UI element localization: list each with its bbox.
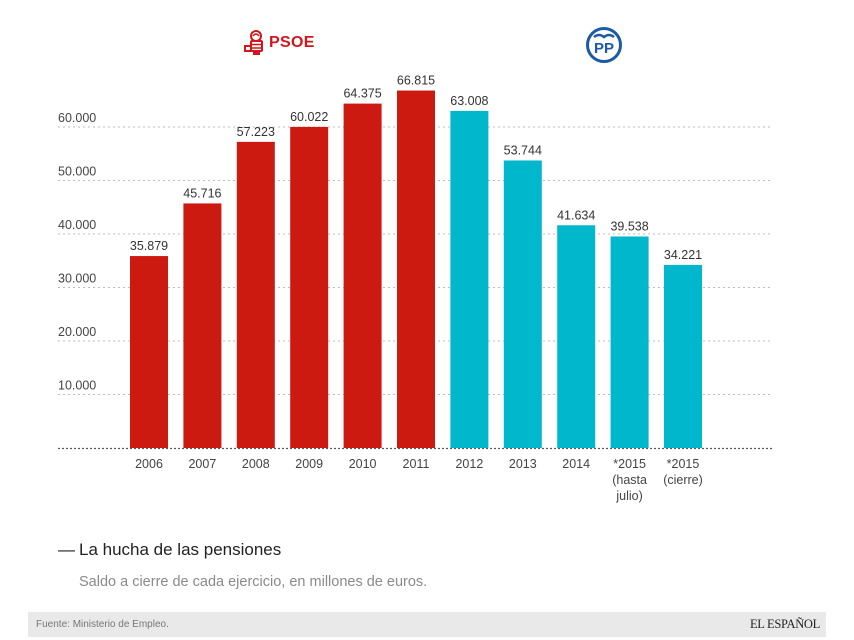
value-label: 63.008 bbox=[450, 94, 488, 108]
psoe-label: PSOE bbox=[269, 34, 315, 51]
value-label: 39.538 bbox=[610, 219, 648, 233]
x-tick-label-line: 2007 bbox=[188, 457, 216, 471]
labels: 10.000 20.000 30.000 40.000 50.000 60.000 35.8… bbox=[58, 74, 703, 503]
value-label: 34.221 bbox=[664, 248, 702, 262]
bar-2007 bbox=[183, 203, 222, 448]
x-tick-label-line: 2011 bbox=[403, 457, 430, 471]
bars bbox=[130, 90, 702, 449]
x-tick-label-line: *2015 bbox=[613, 457, 646, 471]
pp-logo: PP bbox=[585, 26, 623, 69]
x-tick-label: 2008 bbox=[242, 457, 270, 471]
psoe-logo: PSOE bbox=[243, 30, 315, 56]
x-tick-label-line: (cierre) bbox=[663, 473, 703, 487]
bar-chart: 10.000 20.000 30.000 40.000 50.000 60.000 35.8… bbox=[58, 74, 772, 503]
bar-2015-hasta-julio bbox=[610, 236, 649, 448]
chart-subtitle: Saldo a cierre de cada ejercicio, en mil… bbox=[79, 574, 428, 590]
x-tick-label: *2015 (hasta julio) bbox=[612, 457, 647, 503]
bar-2011 bbox=[397, 90, 435, 449]
y-tick-label: 10.000 bbox=[58, 379, 96, 393]
chart-title-text: La hucha de las pensiones bbox=[79, 540, 282, 559]
x-tick-label: 2013 bbox=[509, 457, 537, 471]
x-tick-label-line: 2009 bbox=[295, 457, 323, 471]
x-tick-label-line: 2010 bbox=[349, 457, 377, 471]
value-label: 35.879 bbox=[130, 239, 168, 253]
footer-bar: Fuente: Ministerio de Empleo. EL ESPAÑOL bbox=[28, 612, 826, 637]
pp-seagull-icon: PP bbox=[586, 27, 622, 63]
x-tick-label-line: 2012 bbox=[455, 457, 483, 471]
value-label: 64.375 bbox=[343, 87, 381, 101]
rose-fist-icon bbox=[244, 30, 263, 55]
brand-logo: EL ESPAÑOL bbox=[749, 617, 820, 631]
value-label: 60.022 bbox=[290, 110, 328, 124]
y-tick-label: 20.000 bbox=[58, 325, 96, 339]
pp-monogram: PP bbox=[594, 40, 614, 57]
x-tick-label: *2015 (cierre) bbox=[663, 457, 703, 487]
bar-2012 bbox=[450, 110, 489, 449]
x-tick-label: 2011 bbox=[403, 457, 430, 471]
y-tick-label: 40.000 bbox=[58, 218, 96, 232]
x-tick-label: 2006 bbox=[135, 457, 163, 471]
x-tick-label-line: 2006 bbox=[135, 457, 163, 471]
x-tick-label: 2010 bbox=[349, 457, 377, 471]
x-tick-label-line: (hasta bbox=[612, 473, 647, 487]
title-dash: — bbox=[58, 540, 75, 559]
bar-2010 bbox=[343, 103, 382, 448]
value-label: 41.634 bbox=[557, 208, 595, 222]
bar-2015-cierre bbox=[664, 264, 702, 448]
y-tick-label: 50.000 bbox=[58, 165, 96, 179]
x-tick-label: 2009 bbox=[295, 457, 323, 471]
x-tick-label: 2012 bbox=[455, 457, 483, 471]
x-tick-label-line: 2013 bbox=[509, 457, 537, 471]
x-tick-label-line: 2008 bbox=[242, 457, 270, 471]
bar-2008 bbox=[236, 141, 275, 449]
chart-title: — La hucha de las pensiones bbox=[58, 540, 281, 560]
y-tick-label: 30.000 bbox=[58, 272, 96, 286]
value-label: 66.815 bbox=[397, 74, 435, 88]
value-label: 45.716 bbox=[183, 186, 221, 200]
value-label: 57.223 bbox=[237, 125, 275, 139]
x-tick-label: 2014 bbox=[562, 457, 590, 471]
value-label: 53.744 bbox=[504, 143, 542, 157]
source-note: Fuente: Ministerio de Empleo. bbox=[36, 619, 169, 630]
bar-2009 bbox=[290, 126, 329, 449]
y-tick-label: 60.000 bbox=[58, 111, 96, 125]
bar-2014 bbox=[557, 225, 596, 448]
bar-2006 bbox=[130, 256, 168, 448]
x-tick-label-line: *2015 bbox=[667, 457, 700, 471]
x-tick-label-line: 2014 bbox=[562, 457, 590, 471]
x-tick-label: 2007 bbox=[188, 457, 216, 471]
bar-2013 bbox=[503, 160, 542, 448]
x-tick-label-line: julio) bbox=[615, 489, 642, 503]
